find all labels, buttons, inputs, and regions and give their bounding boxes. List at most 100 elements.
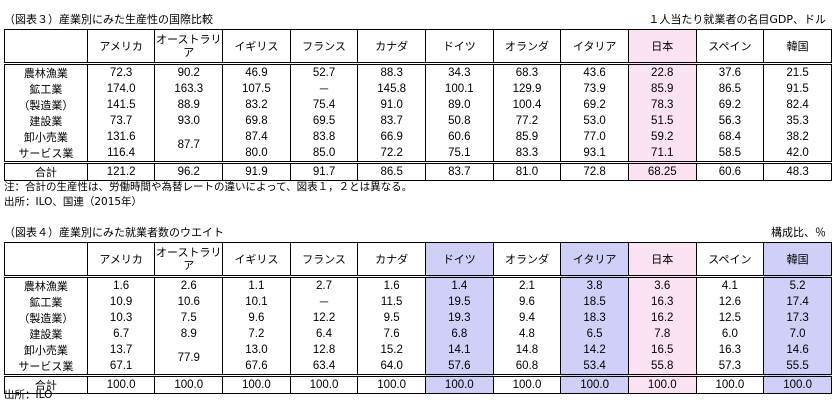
- table-cell: 10.1: [222, 294, 291, 310]
- table-cell: 51.5: [627, 113, 697, 129]
- table-cell: 9.5: [357, 310, 426, 326]
- column-header: アメリカ: [86, 242, 156, 278]
- table-cell: 6.0: [695, 326, 765, 342]
- table-cell: 131.6: [86, 129, 156, 145]
- table-cell: 63.4: [289, 358, 359, 376]
- table-cell: 14.8: [492, 342, 562, 358]
- table-cell: 4.8: [492, 326, 562, 342]
- total-cell: 100.0: [154, 374, 224, 394]
- table-cell: 53.4: [560, 358, 629, 376]
- table-cell: 9.6: [222, 310, 291, 326]
- table-cell: 3.8: [560, 276, 629, 294]
- total-cell: 100.0: [357, 374, 426, 394]
- table-cell: 2.6: [154, 276, 224, 294]
- table-cell: －: [289, 294, 359, 310]
- table-cell: 15.2: [357, 342, 426, 358]
- table-cell: 13.0: [222, 342, 291, 358]
- total-cell: 121.2: [86, 161, 156, 181]
- table-cell: 64.0: [357, 358, 426, 376]
- total-cell: 100.0: [763, 374, 832, 394]
- employment-share-table: アメリカ オーストラリア イギリス フランス カナダ ドイツ オランダ イタリア 日本 スペイン韓…: [4, 242, 832, 394]
- table-cell: 67.1: [86, 358, 156, 376]
- table-cell: 72.2: [357, 145, 426, 163]
- column-header: オランダ: [492, 29, 562, 65]
- table-cell: 52.7: [289, 63, 359, 81]
- table-cell: 83.8: [289, 129, 359, 145]
- table-cell: 107.5: [222, 81, 291, 97]
- table-cell: 83.3: [492, 145, 562, 163]
- column-header: 日本: [627, 29, 697, 65]
- total-cell: 100.0: [627, 374, 697, 394]
- total-label: 合計: [4, 161, 88, 181]
- row-label: サービス業: [4, 145, 88, 163]
- table-cell: 12.8: [289, 342, 359, 358]
- total-cell: 100.0: [492, 374, 562, 394]
- total-cell: 86.5: [357, 161, 426, 181]
- table-cell: 5.2: [763, 276, 832, 294]
- total-cell: 100.0: [560, 374, 629, 394]
- table-cell: 85.0: [289, 145, 359, 163]
- column-header: 韓国: [763, 29, 832, 65]
- table-cell: 89.0: [425, 97, 494, 113]
- table-cell: 85.9: [492, 129, 562, 145]
- table-cell: 71.1: [627, 145, 697, 163]
- row-label: 農林漁業: [4, 63, 88, 81]
- table-cell: 11.5: [357, 294, 426, 310]
- table-cell-merged: 77.9: [154, 342, 224, 376]
- total-cell: 100.0: [86, 374, 156, 394]
- table-cell: 7.5: [154, 310, 224, 326]
- column-header: オーストラリア: [154, 242, 224, 278]
- table-cell: 9.4: [492, 310, 562, 326]
- row-label-header: [4, 242, 88, 278]
- table-cell: 2.7: [289, 276, 359, 294]
- table3-note: 注：合計の生産性は、労働時間や為替レートの違いによって、図表１，２とは異なる。: [4, 181, 413, 193]
- total-cell: 68.25: [627, 161, 697, 181]
- table-cell: 141.5: [86, 97, 156, 113]
- table-cell: 53.0: [560, 113, 629, 129]
- column-header: スペイン: [695, 242, 765, 278]
- table-cell: 100.4: [492, 97, 562, 113]
- table-cell: 17.3: [763, 310, 832, 326]
- table-cell: 8.9: [154, 326, 224, 342]
- table-cell: 100.1: [425, 81, 494, 97]
- column-header: オーストラリア: [154, 29, 224, 65]
- table-cell: 66.9: [357, 129, 426, 145]
- table-cell: 7.8: [627, 326, 697, 342]
- table-cell: 85.9: [627, 81, 697, 97]
- table-cell: 68.4: [695, 129, 765, 145]
- total-cell: 100.0: [425, 374, 494, 394]
- table-cell: 60.8: [492, 358, 562, 376]
- column-header: 日本: [627, 242, 697, 278]
- total-cell: 100.0: [222, 374, 291, 394]
- table-cell: 16.3: [627, 294, 697, 310]
- table-cell: 77.2: [492, 113, 562, 129]
- table-cell: 6.5: [560, 326, 629, 342]
- table-cell: 2.1: [492, 276, 562, 294]
- table-cell: 57.3: [695, 358, 765, 376]
- row-label: 卸小売業: [4, 342, 88, 358]
- table-cell: 1.4: [425, 276, 494, 294]
- table-cell: 93.1: [560, 145, 629, 163]
- table-cell: 46.9: [222, 63, 291, 81]
- table-cell: 19.5: [425, 294, 494, 310]
- total-cell: 81.0: [492, 161, 562, 181]
- total-cell: 91.7: [289, 161, 359, 181]
- table-cell: 56.3: [695, 113, 765, 129]
- column-header: オランダ: [492, 242, 562, 278]
- table-cell: 13.7: [86, 342, 156, 358]
- column-header: フランス: [289, 29, 359, 65]
- table-cell: 12.6: [695, 294, 765, 310]
- total-cell: 48.3: [763, 161, 832, 181]
- table-cell: 42.0: [763, 145, 832, 163]
- table-cell: 68.3: [492, 63, 562, 81]
- table-cell: 80.0: [222, 145, 291, 163]
- table-cell: 129.9: [492, 81, 562, 97]
- table-cell: 18.3: [560, 310, 629, 326]
- table-cell: 116.4: [86, 145, 156, 163]
- table-cell: 69.2: [695, 97, 765, 113]
- table-cell: 10.3: [86, 310, 156, 326]
- table-cell: 83.7: [357, 113, 426, 129]
- table-cell: 69.5: [289, 113, 359, 129]
- table-cell: 16.5: [627, 342, 697, 358]
- table-cell: 82.4: [763, 97, 832, 113]
